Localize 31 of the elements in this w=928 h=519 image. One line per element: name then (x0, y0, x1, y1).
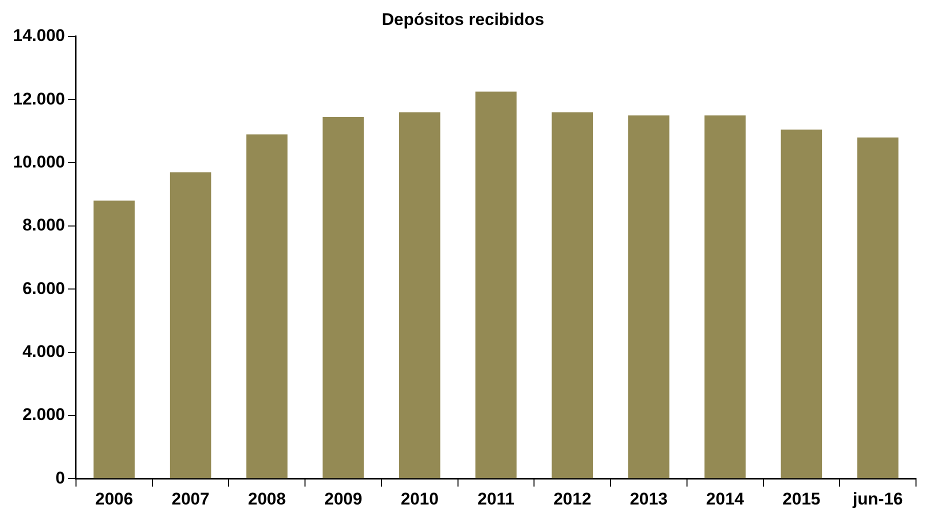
bar (399, 112, 440, 478)
x-tick-label: 2011 (478, 489, 514, 508)
bar (94, 200, 135, 478)
bar (552, 112, 593, 478)
x-tick-label: 2008 (248, 489, 286, 508)
bar (246, 134, 288, 478)
y-tick-label: 0 (56, 468, 65, 488)
bar (322, 116, 364, 478)
x-tick-label: 2014 (706, 489, 745, 508)
x-tick-label: 2009 (324, 489, 362, 508)
x-tick-label: 2015 (782, 489, 820, 508)
x-tick-label: 2010 (400, 489, 439, 508)
bar (857, 137, 898, 478)
bar (628, 115, 670, 478)
bar (475, 92, 517, 478)
bar (704, 115, 746, 478)
x-tick-label: 2006 (95, 489, 134, 508)
x-tick-label: 2012 (553, 489, 592, 508)
x-tick-label: 2013 (630, 489, 668, 508)
y-tick-label: 4.000 (22, 342, 65, 361)
y-tick-label: 14.000 (12, 26, 65, 46)
y-tick-label: 6.000 (22, 278, 65, 298)
x-tick-label: 2007 (172, 489, 210, 508)
chart-title: Depósitos recibidos (382, 10, 544, 29)
x-tick-label: jun-16 (852, 489, 903, 508)
y-tick-label: 10.000 (12, 152, 65, 172)
y-tick-label: 12.000 (12, 89, 65, 108)
y-tick-label: 8.000 (22, 216, 65, 235)
bar (170, 172, 212, 478)
y-tick-label: 2.000 (22, 405, 65, 424)
bar (780, 130, 822, 478)
